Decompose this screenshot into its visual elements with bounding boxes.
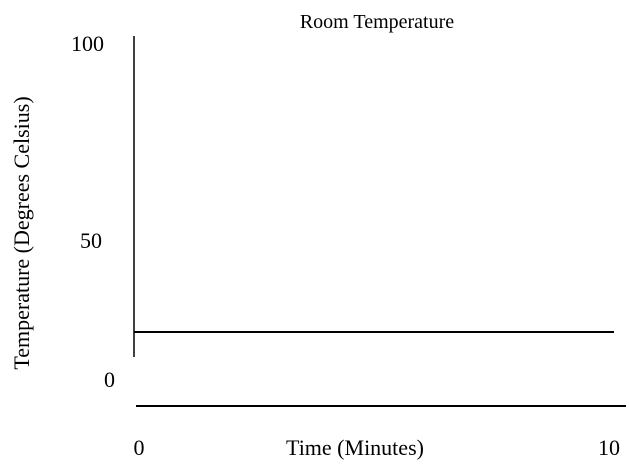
x-tick-label-10: 10 [598,435,620,460]
y-tick-label-100: 100 [71,31,104,56]
y-axis-title: Temperature (Degrees Celsius) [9,96,34,369]
chart-title: Room Temperature [300,11,454,33]
y-tick-label-50: 50 [80,228,102,253]
x-tick-label-0: 0 [134,435,145,460]
y-tick-label-0: 0 [104,367,115,392]
x-axis-title: Time (Minutes) [286,435,424,460]
